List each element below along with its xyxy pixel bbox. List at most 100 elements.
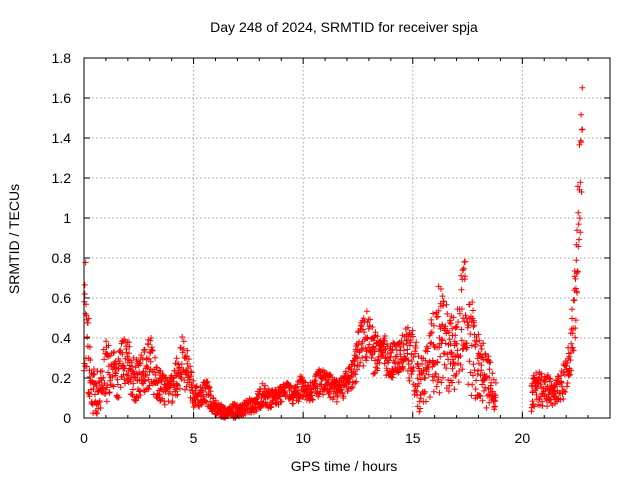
data-point — [103, 338, 110, 345]
y-tick-label: 0 — [63, 410, 71, 426]
data-point — [410, 333, 416, 340]
data-point — [447, 340, 454, 347]
data-point — [117, 384, 124, 391]
data-point — [184, 347, 191, 354]
data-point — [424, 348, 431, 355]
data-point — [428, 329, 435, 336]
data-point — [360, 362, 367, 369]
data-point — [477, 393, 484, 400]
data-point — [369, 324, 376, 330]
data-point — [471, 322, 478, 329]
data-point — [92, 380, 99, 387]
data-point — [171, 367, 178, 374]
data-point — [489, 370, 496, 377]
data-point — [181, 377, 188, 384]
data-point — [363, 353, 370, 360]
data-point — [579, 84, 586, 91]
data-point — [178, 361, 185, 368]
data-point — [450, 314, 457, 321]
data-point — [417, 395, 424, 402]
data-point — [457, 353, 464, 359]
y-tick-label: 0.6 — [52, 290, 72, 306]
data-point — [410, 354, 417, 360]
data-point — [111, 348, 117, 355]
data-point — [419, 360, 426, 367]
data-point — [417, 405, 424, 412]
data-point — [311, 380, 318, 386]
data-point — [141, 346, 148, 353]
data-point — [198, 392, 205, 399]
data-point — [173, 355, 180, 362]
data-point — [174, 391, 181, 398]
data-point — [344, 388, 351, 395]
data-point — [436, 344, 443, 351]
data-point — [262, 382, 269, 389]
data-point — [566, 353, 573, 360]
data-point — [558, 379, 565, 386]
data-point — [359, 326, 366, 333]
data-point — [464, 324, 471, 331]
data-point — [278, 398, 285, 405]
data-point — [400, 341, 407, 348]
data-point — [400, 347, 407, 354]
data-point — [454, 347, 461, 354]
data-point — [379, 352, 386, 359]
data-point — [458, 326, 465, 333]
data-point — [86, 373, 93, 380]
data-point — [366, 341, 373, 348]
data-point — [457, 310, 463, 317]
data-point — [374, 333, 381, 340]
axis-ticks: 0 5 10 15 20 0 0.2 0.4 0.6 0.8 1 1.2 1.4 1.6 1.8 — [52, 50, 610, 446]
data-point — [352, 371, 359, 378]
data-point — [371, 337, 377, 344]
data-point — [577, 229, 584, 236]
data-point — [445, 388, 452, 395]
data-point — [145, 386, 152, 393]
data-point — [574, 268, 581, 275]
data-point — [96, 398, 103, 404]
data-point — [452, 332, 459, 339]
data-point — [137, 392, 144, 398]
data-point — [161, 401, 168, 408]
data-point — [572, 275, 579, 282]
data-point — [405, 361, 412, 368]
data-point — [544, 372, 551, 378]
data-point — [409, 368, 416, 375]
data-point — [569, 344, 576, 351]
data-point — [476, 392, 483, 399]
data-point — [382, 333, 388, 339]
data-point — [128, 391, 135, 398]
data-point — [126, 343, 133, 350]
data-point — [417, 376, 424, 383]
data-point — [478, 346, 485, 352]
data-point — [449, 325, 456, 332]
data-point — [430, 388, 437, 395]
data-point — [475, 331, 482, 338]
data-point — [101, 356, 108, 363]
data-point — [92, 391, 98, 398]
data-point — [387, 353, 394, 360]
data-point — [187, 394, 194, 401]
data-point — [94, 410, 100, 417]
data-point — [439, 337, 446, 344]
data-point — [97, 405, 104, 411]
data-point — [140, 368, 147, 375]
data-point — [277, 399, 284, 405]
data-point — [575, 243, 582, 250]
data-point — [176, 385, 183, 392]
data-point — [434, 313, 441, 320]
data-point — [143, 363, 150, 369]
data-point — [564, 360, 571, 366]
data-point — [478, 362, 485, 369]
data-point — [458, 286, 465, 293]
data-point — [462, 273, 469, 280]
data-point — [438, 286, 444, 292]
data-point — [455, 379, 462, 386]
data-point — [427, 330, 434, 337]
data-point — [451, 386, 458, 393]
data-point — [381, 360, 388, 367]
data-point — [404, 324, 411, 331]
data-point — [414, 375, 421, 382]
data-point — [85, 315, 92, 322]
data-point — [90, 386, 97, 392]
